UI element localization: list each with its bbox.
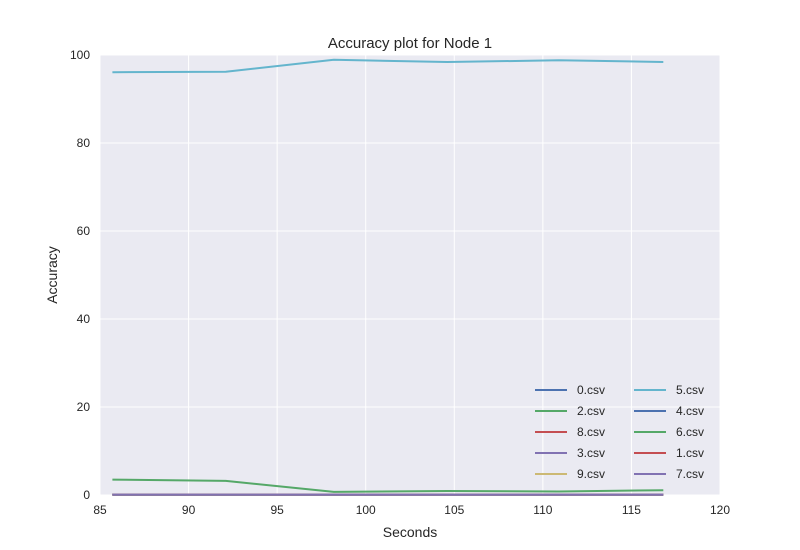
legend-label: 0.csv (577, 383, 605, 397)
legend-label: 9.csv (577, 467, 605, 481)
legend-label: 5.csv (676, 383, 704, 397)
legend-label: 7.csv (676, 467, 704, 481)
legend-item: 4.csv (634, 404, 704, 418)
legend-item: 0.csv (535, 383, 605, 397)
x-tick-label: 100 (356, 503, 376, 517)
x-tick-label: 115 (622, 503, 641, 517)
legend-item: 7.csv (634, 467, 704, 481)
x-tick-label: 120 (710, 503, 730, 517)
y-tick-label: 100 (70, 48, 90, 62)
legend-label: 6.csv (676, 425, 704, 439)
legend-label: 3.csv (577, 446, 605, 460)
x-tick-label: 90 (182, 503, 196, 517)
y-tick-label: 60 (77, 224, 91, 238)
legend-label: 8.csv (577, 425, 605, 439)
y-tick-label: 0 (83, 488, 90, 502)
x-tick-label: 85 (93, 503, 107, 517)
legend-item: 6.csv (634, 425, 704, 439)
plot-area (100, 55, 720, 495)
legend-label: 1.csv (676, 446, 704, 460)
chart-title: Accuracy plot for Node 1 (328, 35, 492, 52)
legend-item: 8.csv (535, 425, 605, 439)
x-axis-label: Seconds (383, 524, 437, 540)
series-lines (112, 58, 664, 496)
y-tick-label: 80 (77, 136, 91, 150)
legend-item: 5.csv (634, 383, 704, 397)
y-tick-labels: 0 20 40 60 80 100 (70, 48, 90, 502)
x-tick-labels: 85 90 95 100 105 110 115 120 (93, 503, 730, 517)
y-axis-label: Accuracy (44, 246, 60, 304)
legend-item: 2.csv (535, 404, 605, 418)
legend-item: 3.csv (535, 446, 605, 460)
legend-label: 4.csv (676, 404, 704, 418)
series-line-5-csv (112, 58, 664, 74)
y-tick-label: 20 (77, 400, 91, 414)
legend-label: 2.csv (577, 404, 605, 418)
series-line-2-csv (112, 478, 664, 493)
x-tick-label: 110 (533, 503, 552, 517)
y-tick-label: 40 (77, 312, 91, 326)
x-tick-label: 105 (444, 503, 464, 517)
legend-item: 1.csv (634, 446, 704, 460)
legend-item: 9.csv (535, 467, 605, 481)
legend: 0.csv 2.csv 8.csv 3.csv 9.csv 5.csv 4.csv 6.csv… (535, 383, 704, 481)
x-tick-label: 95 (270, 503, 284, 517)
